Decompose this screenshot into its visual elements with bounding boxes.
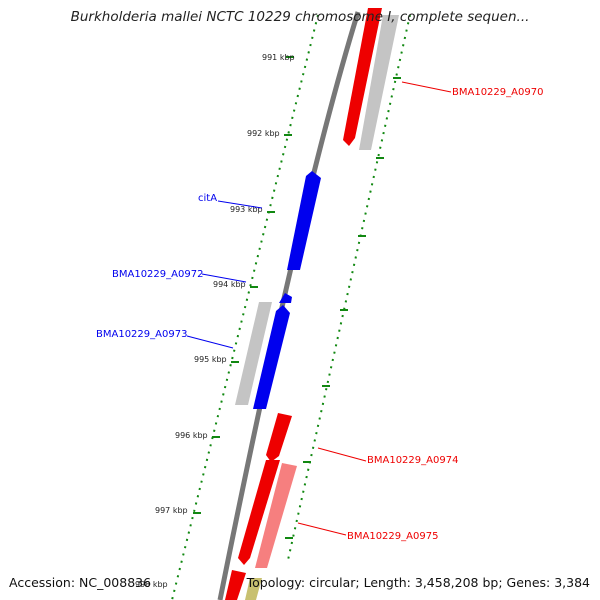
accession-label: Accession: NC_008836 <box>9 575 152 590</box>
gene-label-BMA10229_A0974[interactable]: BMA10229_A0974 <box>367 455 458 466</box>
tick-label: 995 kbp <box>194 355 227 364</box>
gene-arrow-BMA10229_A0970[interactable] <box>343 8 382 146</box>
gene-arrow-citA[interactable] <box>287 171 321 270</box>
ruler-track-outer <box>287 14 411 561</box>
gene-label-BMA10229_A0972[interactable]: BMA10229_A0972 <box>112 269 203 280</box>
feature-bar-gray-top <box>359 15 399 150</box>
tick-label: 992 kbp <box>247 129 280 138</box>
tick-label: 993 kbp <box>230 205 263 214</box>
leader-line-BMA10229_A0970 <box>401 81 452 93</box>
leader-line-BMA10229_A0975 <box>297 522 347 536</box>
ruler-ticks: 991 kbp 992 kbp 993 kbp 994 kbp 995 kbp … <box>135 53 295 589</box>
gene-arrow-BMA10229_A0974[interactable] <box>266 413 292 462</box>
map-title: Burkholderia mallei NCTC 10229 chromosom… <box>70 9 530 25</box>
gene-arrow-BMA10229_A0973[interactable] <box>253 305 290 409</box>
tick-label: 997 kbp <box>155 506 188 515</box>
gene-arrow-BMA10229_A0975[interactable] <box>255 463 297 568</box>
gene-label-BMA10229_A0970[interactable]: BMA10229_A0970 <box>452 87 543 98</box>
leader-line-BMA10229_A0972 <box>201 273 247 283</box>
outer-ticks <box>285 77 401 539</box>
leader-line-BMA10229_A0973 <box>186 335 234 349</box>
tick-label: 996 kbp <box>175 431 208 440</box>
feature-bar-gray-mid <box>235 302 272 405</box>
gene-label-BMA10229_A0975[interactable]: BMA10229_A0975 <box>347 531 438 542</box>
gene-label-citA[interactable]: citA <box>198 193 217 204</box>
gene-arrow-BMA10229_A0974b[interactable] <box>238 460 280 565</box>
gene-arrow-bottom[interactable] <box>225 570 246 600</box>
tick-label: 991 kbp <box>262 53 295 62</box>
topology-summary: Topology: circular; Length: 3,458,208 bp… <box>246 575 590 590</box>
ruler-track-inner <box>171 14 319 600</box>
leader-line-citA <box>217 200 263 209</box>
leader-line-BMA10229_A0974 <box>317 447 367 462</box>
tick-label: 994 kbp <box>213 280 246 289</box>
gene-label-BMA10229_A0973[interactable]: BMA10229_A0973 <box>96 329 187 340</box>
genome-backbone <box>217 11 361 600</box>
tick-label: 998 kbp <box>135 580 168 589</box>
gene-arrow-BMA10229_A0972[interactable] <box>279 293 292 303</box>
feature-bar-olive <box>245 578 262 600</box>
